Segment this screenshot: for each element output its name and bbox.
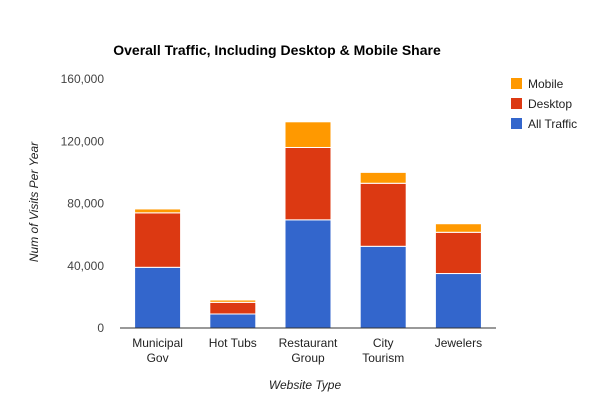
legend-label: Desktop	[528, 97, 572, 111]
bar-segment-all-traffic	[284, 219, 332, 329]
legend-swatch-all-traffic	[511, 118, 522, 129]
legend: Mobile Desktop All Traffic	[511, 77, 577, 131]
bar-segment-desktop	[434, 231, 482, 275]
x-tick-label: Group	[291, 351, 325, 365]
bar-segment-all-traffic	[134, 266, 182, 329]
bars-group	[134, 121, 482, 329]
bar-segment-mobile	[359, 171, 407, 184]
y-tick-label: 40,000	[67, 259, 104, 273]
bar-segment-all-traffic	[359, 245, 407, 329]
legend-label: Mobile	[528, 77, 564, 91]
bar-segment-desktop	[359, 182, 407, 247]
legend-label: All Traffic	[528, 117, 577, 131]
bar-segment-mobile	[134, 208, 182, 214]
x-tick-label: Tourism	[362, 351, 404, 365]
x-axis-title: Website Type	[269, 378, 342, 392]
x-tick-label: Jewelers	[435, 336, 482, 350]
x-tick-label: Gov	[147, 351, 169, 365]
bar-segment-all-traffic	[209, 313, 257, 329]
bar-segment-mobile	[284, 121, 332, 148]
y-tick-label: 120,000	[61, 134, 105, 148]
bar-segment-mobile	[209, 299, 257, 303]
bar-segment-desktop	[134, 212, 182, 268]
y-axis-title: Num of Visits Per Year	[27, 141, 41, 262]
chart-title: Overall Traffic, Including Desktop & Mob…	[113, 42, 441, 58]
x-tick-label: Municipal	[132, 336, 183, 350]
bar-segment-desktop	[209, 301, 257, 315]
x-tick-label: Restaurant	[279, 336, 338, 350]
legend-swatch-mobile	[511, 78, 522, 89]
bar-segment-mobile	[434, 223, 482, 233]
y-tick-label: 80,000	[67, 197, 104, 211]
x-tick-label: Hot Tubs	[209, 336, 257, 350]
y-axis-ticks: 0 40,000 80,000 120,000 160,000	[61, 72, 105, 335]
x-tick-label: City	[373, 336, 394, 350]
bar-segment-all-traffic	[434, 273, 482, 329]
y-tick-label: 0	[97, 321, 104, 335]
y-tick-label: 160,000	[61, 72, 105, 86]
legend-swatch-desktop	[511, 98, 522, 109]
bar-segment-desktop	[284, 146, 332, 221]
